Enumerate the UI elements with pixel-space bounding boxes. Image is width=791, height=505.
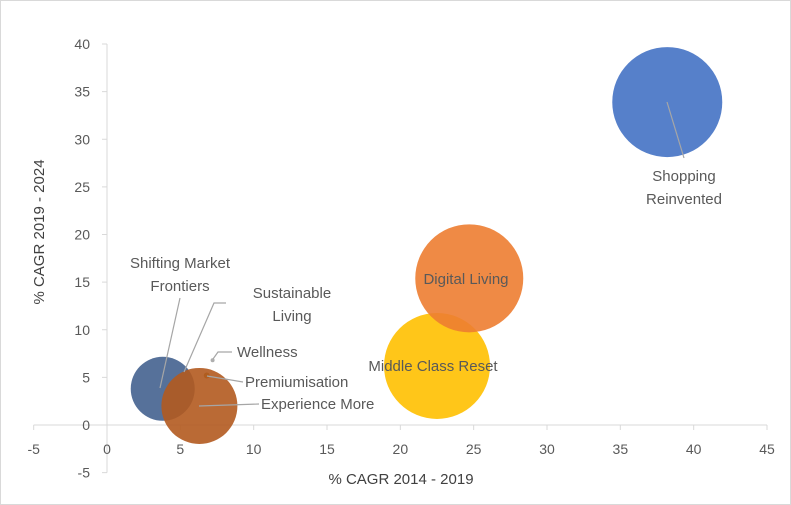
bubble-digital-living bbox=[415, 224, 524, 333]
bubble-wellness bbox=[210, 358, 215, 363]
bubble-label-line: Frontiers bbox=[150, 278, 209, 295]
leader-lines bbox=[159, 101, 685, 407]
x-tick-label: 40 bbox=[686, 441, 702, 457]
x-tick-label: 15 bbox=[319, 441, 335, 457]
x-tick-label: 10 bbox=[246, 441, 262, 457]
bubble-label-line: Experience More bbox=[261, 396, 374, 413]
bubble-label-line: Premiumisation bbox=[245, 374, 348, 391]
bubble-label-line: Reinvented bbox=[646, 191, 722, 208]
x-tick-label: 5 bbox=[176, 441, 184, 457]
y-tick-label: 25 bbox=[74, 179, 90, 195]
bubble-label: Middle Class Reset bbox=[368, 358, 498, 375]
leader-line bbox=[159, 297, 181, 389]
leader-line bbox=[183, 302, 226, 373]
x-tick-label: 30 bbox=[539, 441, 555, 457]
bubble-label-line: Living bbox=[272, 308, 311, 325]
y-tick-label: 5 bbox=[82, 369, 90, 385]
leader-line bbox=[198, 403, 260, 407]
bubble-label-line: Wellness bbox=[237, 344, 298, 361]
y-tick-label: 40 bbox=[74, 36, 90, 52]
bubble-label: Digital Living bbox=[423, 271, 508, 288]
bubble-label-line: Shopping bbox=[652, 168, 715, 185]
x-tick-label: 35 bbox=[613, 441, 629, 457]
leader-line bbox=[206, 375, 244, 383]
x-tick-label: 45 bbox=[759, 441, 775, 457]
bubble-label-line: Digital Living bbox=[423, 271, 508, 288]
axes: -5 0 5 10 15 20 25 30 35 40 45 -5 0 5 10 15 20 25 30 35 40 bbox=[27, 36, 775, 481]
y-tick-label: -5 bbox=[78, 465, 91, 481]
bubble-label: Experience More bbox=[261, 396, 374, 413]
leader-line bbox=[212, 351, 232, 360]
bubble-label-line: Sustainable bbox=[253, 285, 331, 302]
bubble-label: Premiumisation bbox=[245, 374, 348, 391]
bubbles bbox=[130, 47, 723, 444]
y-tick-label: 35 bbox=[74, 84, 90, 100]
bubble-middle-class-reset bbox=[384, 312, 490, 419]
x-tick-label: -5 bbox=[27, 441, 40, 457]
bubble-label-line: Middle Class Reset bbox=[368, 358, 498, 375]
bubble-label: Wellness bbox=[237, 344, 298, 361]
y-tick-label: 15 bbox=[74, 274, 90, 290]
x-axis-title: % CAGR 2014 - 2019 bbox=[328, 471, 473, 488]
bubble-label: Shopping Reinvented bbox=[646, 168, 722, 208]
y-tick-label: 10 bbox=[74, 322, 90, 338]
bubble-label: Shifting Market Frontiers bbox=[130, 255, 231, 295]
bubble-labels: Shifting Market Frontiers Sustainable Livin… bbox=[130, 168, 722, 413]
bubble-label-line: Shifting Market bbox=[130, 255, 231, 272]
y-axis-title: % CAGR 2019 - 2024 bbox=[31, 159, 48, 304]
x-tick-label: 20 bbox=[393, 441, 409, 457]
y-tick-label: 20 bbox=[74, 227, 90, 243]
leader-line bbox=[666, 101, 685, 159]
x-tick-label: 0 bbox=[103, 441, 111, 457]
y-tick-label: 0 bbox=[82, 417, 90, 433]
y-tick-label: 30 bbox=[74, 131, 90, 147]
x-tick-label: 25 bbox=[466, 441, 482, 457]
bubble-label: Sustainable Living bbox=[253, 285, 331, 325]
